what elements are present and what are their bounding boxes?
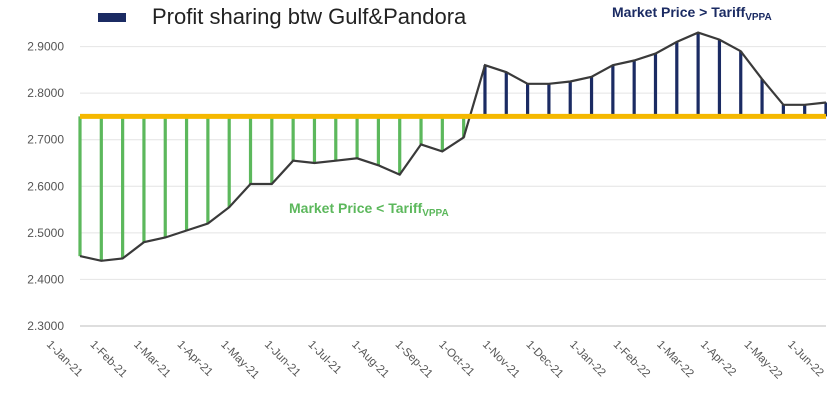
annotation-above-sub: VPPA xyxy=(745,12,772,23)
y-tick-label: 2.6000 xyxy=(27,179,64,193)
x-tick-label: 1-May-22 xyxy=(741,339,784,382)
x-tick-label: 1-Aug-21 xyxy=(349,339,391,381)
legend: Profit sharing btw Gulf&Pandora xyxy=(98,4,466,30)
y-tick-label: 2.8000 xyxy=(27,86,64,100)
x-tick-label: 1-Mar-22 xyxy=(654,339,695,380)
annotation-below-text: Market Price < Tariff xyxy=(289,200,423,216)
x-tick-label: 1-Sep-21 xyxy=(393,339,435,381)
y-tick-label: 2.9000 xyxy=(27,40,64,54)
x-tick-label: 1-Nov-21 xyxy=(480,339,522,381)
x-tick-label: 1-Jun-22 xyxy=(785,339,826,380)
x-tick-label: 1-Dec-21 xyxy=(523,339,565,381)
legend-label: Profit sharing btw Gulf&Pandora xyxy=(152,4,467,29)
market-price-line xyxy=(79,31,827,262)
x-tick-label: 1-Apr-21 xyxy=(175,339,215,379)
annotation-market-above-tariff: Market Price > TariffVPPA xyxy=(612,4,772,23)
annotation-below-sub: VPPA xyxy=(422,208,449,219)
profit-bars xyxy=(78,32,827,261)
x-tick-label: 1-Jan-22 xyxy=(567,339,608,380)
y-tick-label: 2.4000 xyxy=(27,272,64,286)
y-gridlines xyxy=(80,46,826,327)
x-tick-label: 1-Jul-21 xyxy=(305,339,343,377)
y-axis: 2.3000 2.4000 2.5000 2.6000 2.7000 2.8000 2.90… xyxy=(27,40,64,333)
annotation-market-below-tariff: Market Price < TariffVPPA xyxy=(289,200,449,219)
y-tick-label: 2.3000 xyxy=(27,319,64,333)
x-tick-label: 1-May-21 xyxy=(218,339,261,382)
y-tick-label: 2.7000 xyxy=(27,133,64,147)
x-tick-label: 1-Jun-21 xyxy=(262,339,303,380)
x-tick-label: 1-Apr-22 xyxy=(698,339,738,379)
legend-swatch xyxy=(98,12,126,22)
x-tick-label: 1-Mar-21 xyxy=(131,339,172,380)
y-tick-label: 2.5000 xyxy=(27,226,64,240)
x-tick-label: 1-Feb-21 xyxy=(87,339,128,380)
x-tick-label: 1-Feb-22 xyxy=(611,339,652,380)
annotation-above-text: Market Price > Tariff xyxy=(612,4,746,20)
x-axis: 1-Jan-21 1-Feb-21 1-Mar-21 1-Apr-21 1-May-21… xyxy=(44,325,826,382)
x-tick-label: 1-Jan-21 xyxy=(44,339,85,380)
x-tick-label: 1-Oct-21 xyxy=(436,339,476,379)
